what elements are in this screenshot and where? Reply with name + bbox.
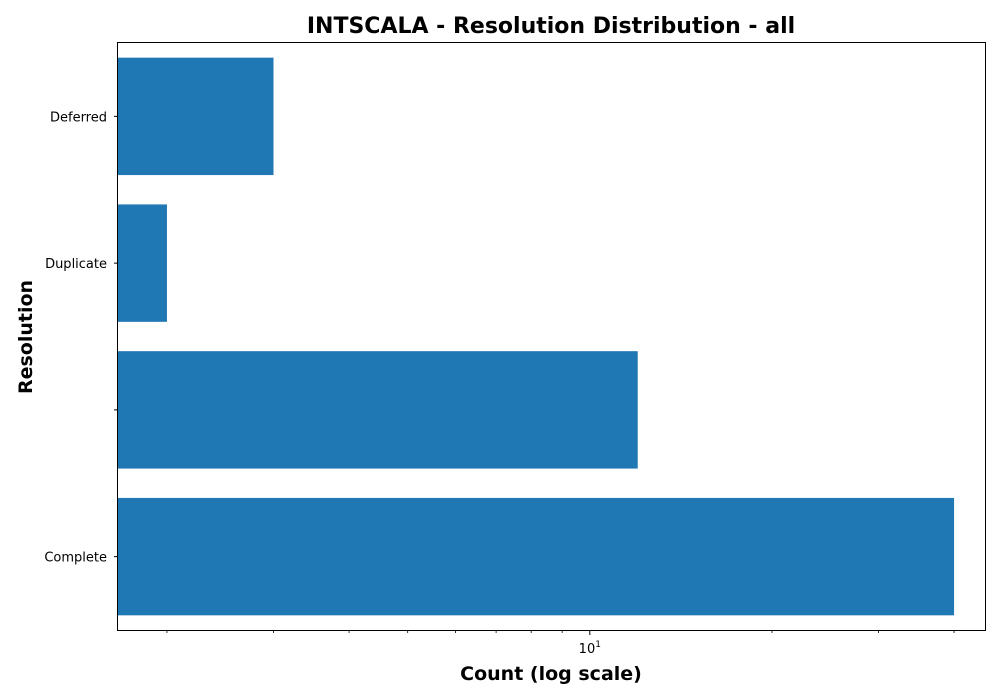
y-axis-ticks: Complete Duplicate Deferred — [44, 110, 118, 566]
x-axis-ticks: 101 — [166, 630, 955, 657]
x-tick-label: 101 — [579, 640, 601, 657]
x-axis-label: Count (log scale) — [460, 663, 642, 685]
bar-deferred — [118, 57, 274, 176]
bars — [118, 57, 955, 616]
plot-frame — [117, 42, 986, 631]
y-axis-label: Resolution — [15, 280, 37, 394]
bar-complete — [118, 497, 955, 616]
y-tick-label: Deferred — [50, 110, 107, 125]
y-tick-label: Duplicate — [45, 257, 107, 272]
bar-duplicate — [118, 204, 167, 322]
chart-title: INTSCALA - Resolution Distribution - all — [307, 14, 795, 39]
y-tick-label: Complete — [44, 551, 107, 566]
bar-unlabeled — [118, 351, 638, 469]
